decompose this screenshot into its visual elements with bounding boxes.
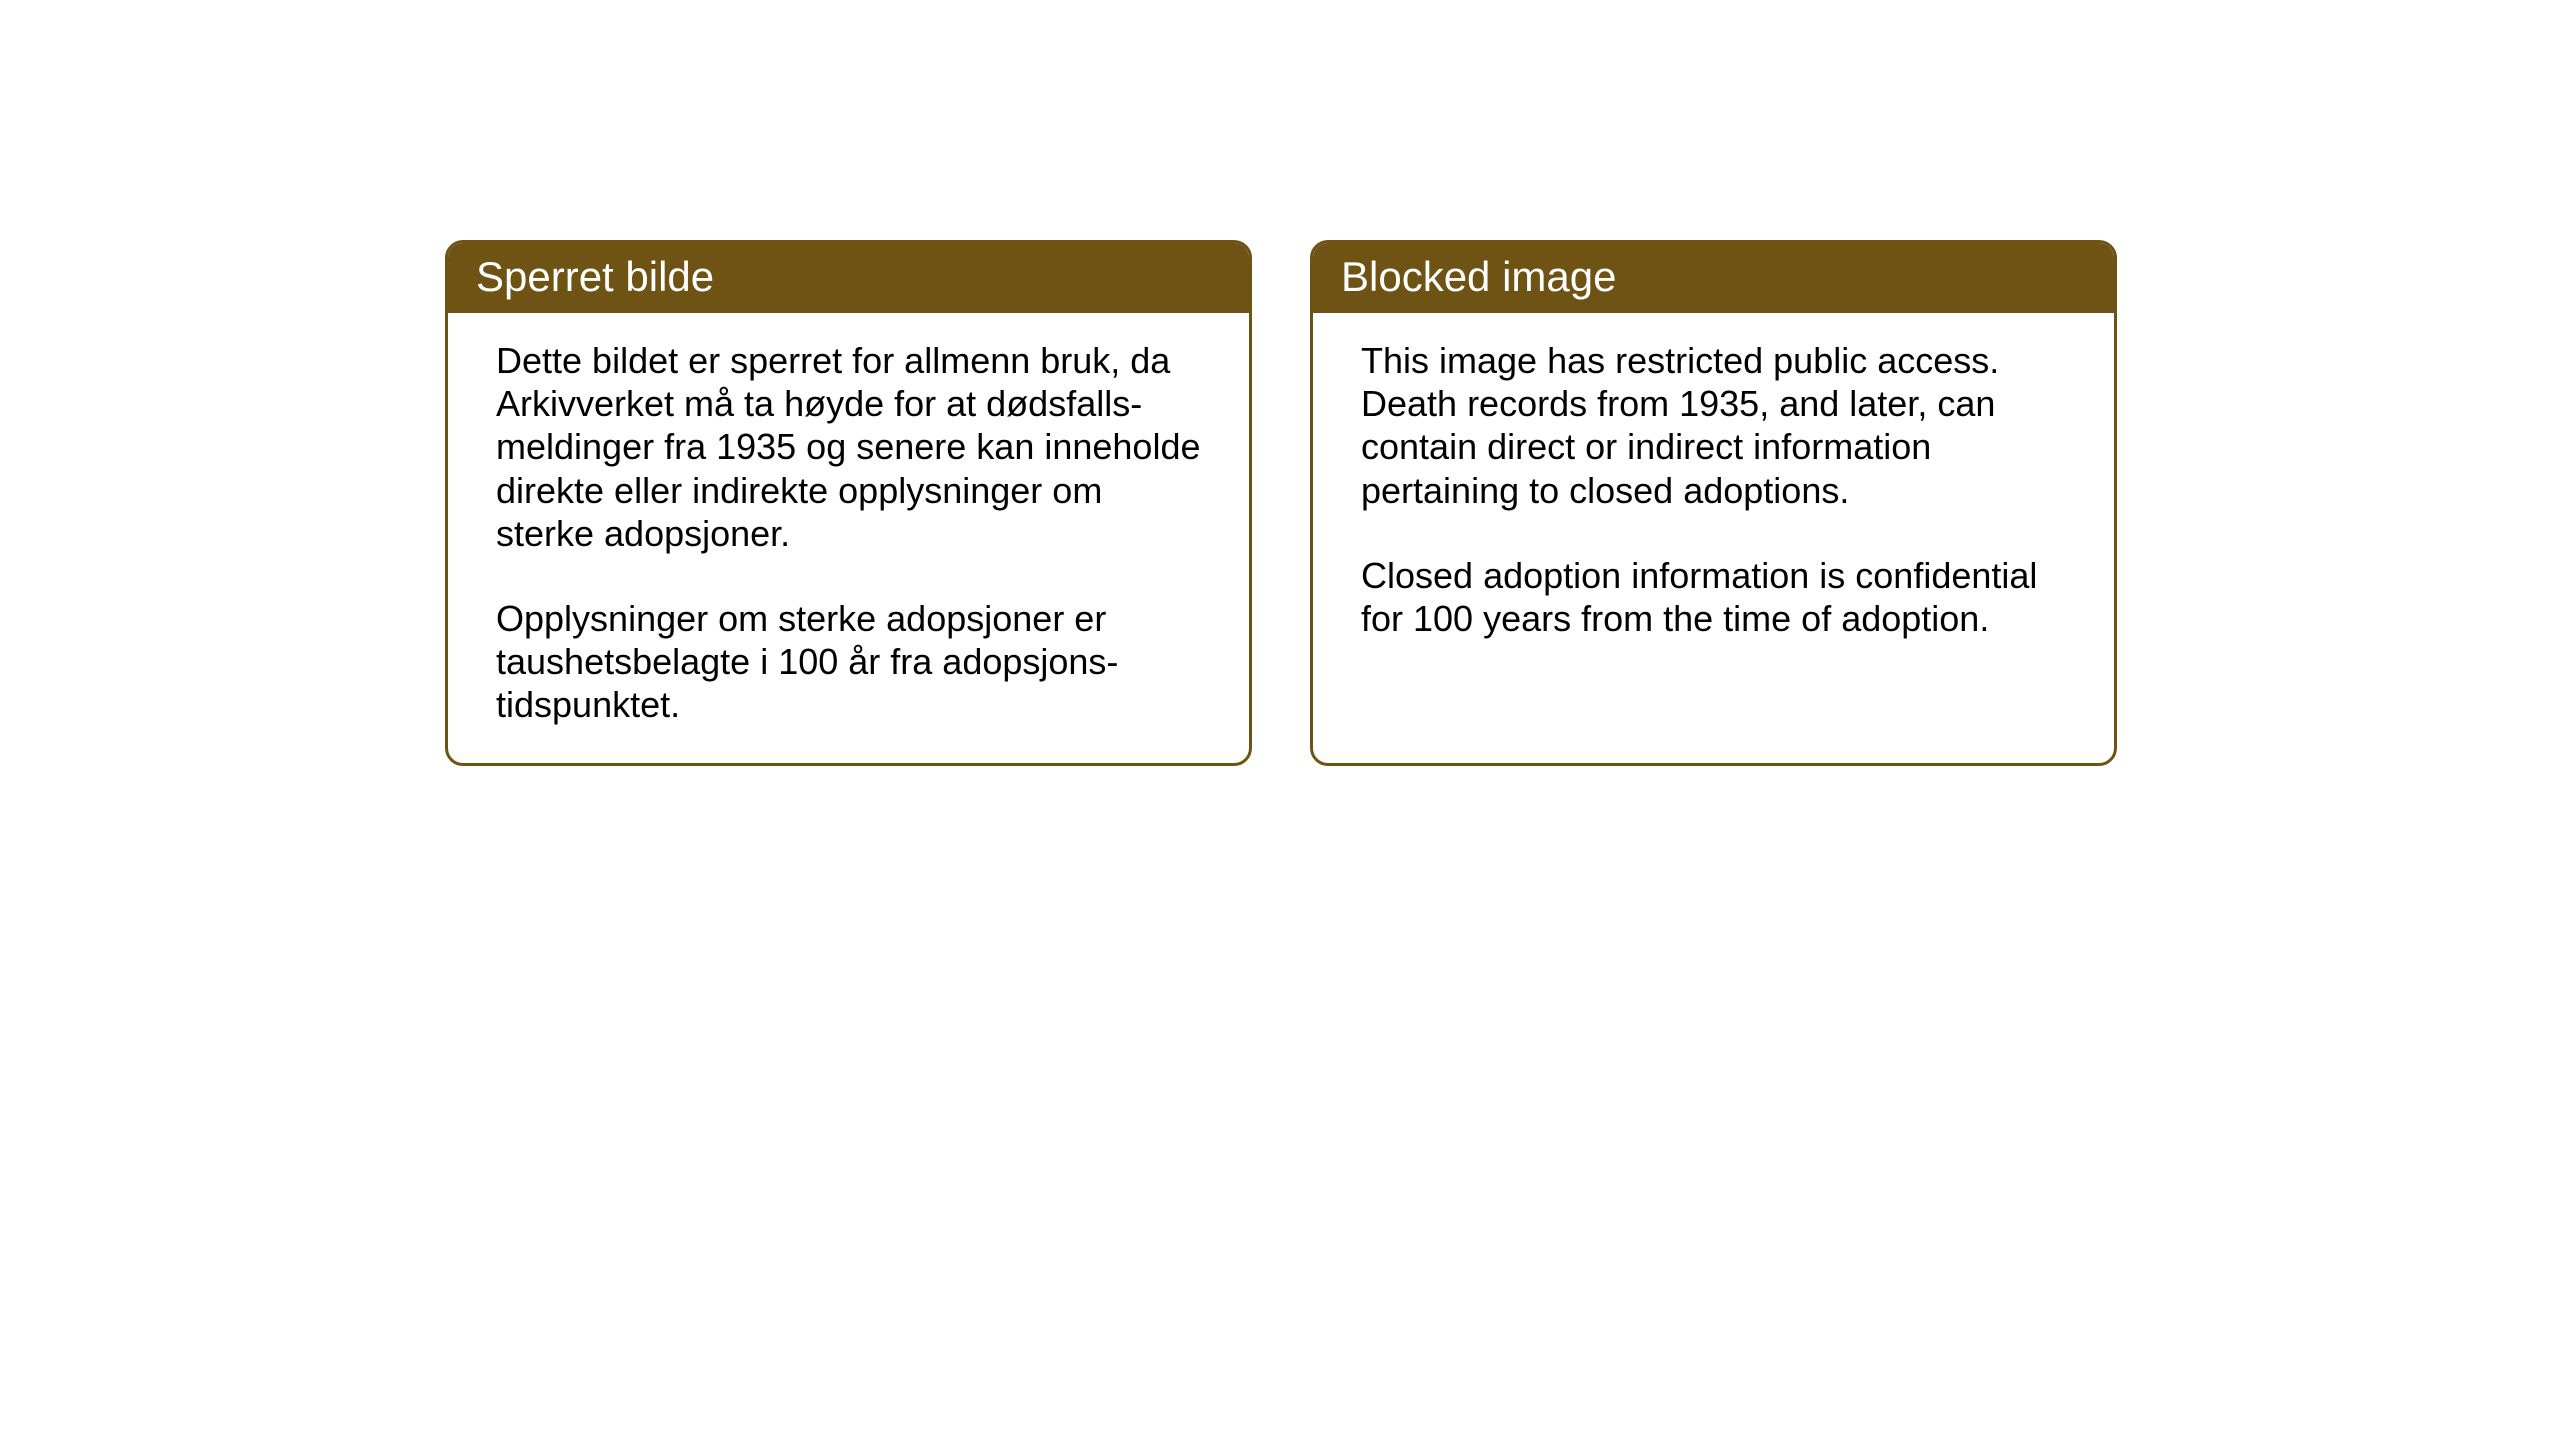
norwegian-card-body: Dette bildet er sperret for allmenn bruk… bbox=[448, 313, 1249, 763]
cards-container: Sperret bilde Dette bildet er sperret fo… bbox=[445, 240, 2117, 766]
norwegian-card-title: Sperret bilde bbox=[476, 253, 714, 300]
english-card-title: Blocked image bbox=[1341, 253, 1616, 300]
english-card-body: This image has restricted public access.… bbox=[1313, 313, 2114, 713]
norwegian-paragraph-1: Dette bildet er sperret for allmenn bruk… bbox=[496, 339, 1201, 555]
english-paragraph-1: This image has restricted public access.… bbox=[1361, 339, 2066, 512]
norwegian-card: Sperret bilde Dette bildet er sperret fo… bbox=[445, 240, 1252, 766]
norwegian-card-header: Sperret bilde bbox=[448, 243, 1249, 313]
english-paragraph-2: Closed adoption information is confident… bbox=[1361, 554, 2066, 640]
norwegian-paragraph-2: Opplysninger om sterke adopsjoner er tau… bbox=[496, 597, 1201, 727]
english-card-header: Blocked image bbox=[1313, 243, 2114, 313]
english-card: Blocked image This image has restricted … bbox=[1310, 240, 2117, 766]
